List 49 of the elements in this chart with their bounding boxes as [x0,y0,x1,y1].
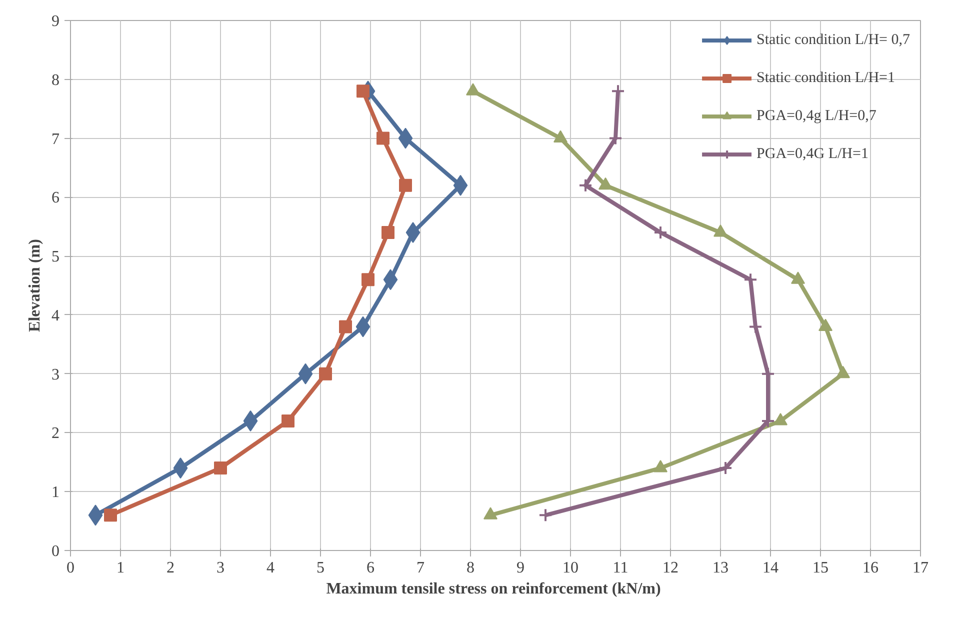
y-tick-label: 7 [52,130,60,148]
y-tick-label: 8 [52,72,60,89]
y-tick-label: 1 [52,484,60,502]
legend-label: Static condition L/H= 0,7 [756,32,910,48]
x-tick-label: 8 [466,560,474,576]
x-tick-label: 4 [266,560,274,576]
x-tick-label: 0 [66,560,74,576]
y-tick-label: 6 [52,190,60,207]
x-tick-label: 10 [562,560,578,576]
x-tick-label: 3 [216,560,224,576]
x-tick-label: 2 [166,560,174,576]
x-tick-label: 5 [316,560,324,576]
legend-label: PGA=0,4g L/H=0,7 [756,108,876,124]
x-tick-label: 17 [912,560,928,576]
point [578,178,592,192]
point [406,222,420,243]
point [319,367,332,380]
point [654,226,668,240]
y-axis-title: Elevation (m) [26,239,44,332]
x-tick-label: 7 [416,560,424,576]
y-tick-label: 3 [52,366,60,384]
point [339,320,352,334]
x-axis-title: Maximum tensile stress on reinforcement (kN/m) [326,580,661,598]
y-tick-label: 0 [52,543,60,560]
x-tick-label: 14 [762,560,778,576]
point [399,178,412,192]
point [362,273,374,286]
x-tick-label: 6 [366,560,374,576]
y-tick-label: 2 [52,425,60,442]
x-tick-label: 9 [516,560,524,576]
point [538,508,552,522]
point [282,414,294,428]
y-tick-label: 4 [52,307,60,324]
legend-label: Static condition L/H=1 [756,70,895,86]
x-tick-label: 1 [116,560,124,576]
point [104,508,117,522]
point [356,84,370,98]
x-tick-label: 13 [712,560,728,576]
point [718,461,732,476]
point [376,132,390,145]
legend-label: PGA=0,4G L/H=1 [756,146,868,162]
x-tick-label: 11 [612,560,628,576]
x-tick-label: 16 [862,560,878,576]
y-tick-label: 5 [52,248,60,266]
x-tick-label: 15 [812,560,828,576]
point [382,226,394,239]
point [214,462,227,475]
x-tick-label: 12 [662,560,678,576]
y-tick-label: 9 [52,13,60,30]
